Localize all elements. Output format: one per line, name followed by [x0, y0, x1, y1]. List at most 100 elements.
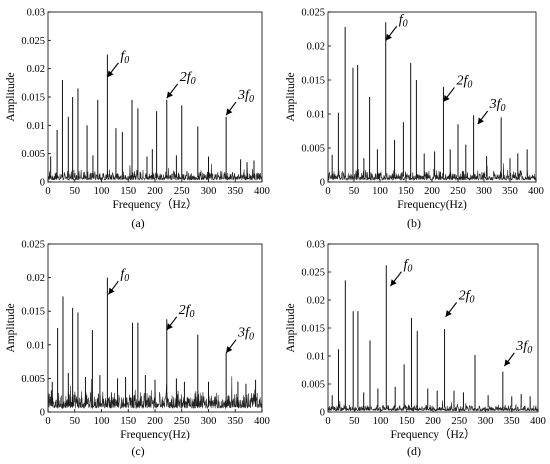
y-tick-label: 0	[40, 408, 45, 419]
annotation-label: 2f0	[180, 70, 196, 87]
x-tick-label: 250	[174, 416, 190, 427]
y-axis-label: Amplitude	[285, 72, 297, 121]
annotation-subscript: 0	[124, 55, 129, 66]
annotation-arrowhead	[477, 117, 484, 125]
annotation-subscript: 0	[190, 309, 195, 320]
annotation-arrowhead	[390, 279, 397, 286]
annotation-arrowhead	[226, 346, 233, 353]
plot-frame	[47, 11, 263, 183]
y-tick-label: 0.03	[27, 8, 45, 19]
panel-d: 0 50 100 150 200 250 300 350 40000.0050.010.0150…	[285, 240, 546, 459]
y-tick-label: 0.025	[21, 36, 45, 47]
annotation-subscript: 0	[124, 273, 129, 284]
x-tick-label: 0	[45, 416, 50, 427]
x-axis-label: Frequency（Hz）	[391, 428, 476, 441]
x-tick-label: 250	[451, 416, 467, 427]
annotation-base: f	[187, 70, 193, 85]
y-axis-label: Amplitude	[5, 72, 17, 121]
annotation-arrowhead	[385, 33, 392, 41]
annotation-base: f	[463, 73, 469, 88]
y-tick-label: 0.025	[301, 268, 325, 279]
annotation-subscript: 0	[191, 76, 196, 87]
annotation-label: 3f0	[489, 97, 506, 114]
panel-c: 0 50 100 150 200 250 300 350 40000.0050.010.0150…	[5, 240, 270, 459]
noise-trace	[48, 163, 262, 181]
y-tick-label: 0.01	[307, 352, 325, 363]
annotation-base: f	[245, 88, 251, 103]
x-tick-label: 250	[174, 186, 190, 197]
x-tick-label: 350	[504, 416, 520, 427]
annotation-prefix: 3	[237, 326, 245, 341]
x-tick-label: 100	[94, 416, 110, 427]
x-tick-label: 200	[147, 186, 163, 197]
y-axis-label: Amplitude	[5, 303, 17, 352]
x-tick-label: 0	[325, 186, 330, 197]
noise-trace	[328, 400, 538, 412]
annotation-label: 2f0	[179, 303, 195, 320]
x-tick-label: 350	[502, 186, 518, 197]
annotation-label: 3f0	[237, 88, 254, 105]
noise-trace	[328, 163, 536, 182]
x-axis-label: Frequency（Hz）	[113, 198, 198, 211]
annotation-subscript: 0	[501, 103, 506, 114]
x-axis-label: Frequency(Hz)	[397, 199, 467, 211]
panel-b: 0 50 100 150 200 250 300 350 40000.0050.010.0150…	[285, 8, 544, 231]
y-tick-label: 0	[320, 178, 325, 189]
x-tick-label: 350	[227, 186, 243, 197]
x-tick-label: 100	[373, 416, 389, 427]
annotation-arrowhead	[166, 323, 173, 331]
x-tick-label: 300	[476, 186, 492, 197]
annotation-arrowhead	[166, 91, 173, 99]
x-tick-label: 50	[349, 416, 360, 427]
annotation-arrowhead	[443, 95, 450, 102]
y-tick-label: 0.015	[21, 93, 45, 104]
plot-frame	[327, 11, 537, 183]
x-tick-label: 0	[45, 186, 50, 197]
annotation-label: 3f0	[515, 339, 532, 356]
panel-label: (b)	[407, 216, 421, 230]
y-tick-label: 0.015	[301, 324, 325, 335]
annotation-subscript: 0	[249, 94, 254, 105]
y-tick-label: 0.01	[27, 121, 45, 132]
x-axis-label: Frequency(Hz)	[120, 429, 190, 441]
annotation-prefix: 2	[459, 289, 466, 304]
x-tick-label: 200	[147, 416, 163, 427]
annotation-prefix: 2	[180, 70, 187, 85]
annotation-base: f	[403, 258, 409, 273]
x-tick-label: 400	[254, 186, 270, 197]
y-tick-label: 0.005	[301, 380, 325, 391]
annotation-label: f0	[403, 258, 412, 275]
x-tick-label: 100	[372, 186, 388, 197]
annotation-label: 3f0	[237, 326, 254, 343]
annotation-label: 2f0	[459, 289, 475, 306]
y-tick-label: 0	[320, 408, 325, 419]
x-tick-label: 400	[528, 186, 544, 197]
y-tick-label: 0.005	[301, 144, 325, 155]
y-tick-label: 0.02	[307, 296, 325, 307]
panel-a: 0 50 100 150 200 250 300 350 40000.0050.010.0150…	[5, 8, 270, 231]
annotation-base: f	[466, 289, 472, 304]
y-tick-label: 0.015	[301, 76, 325, 87]
annotation-subscript: 0	[403, 18, 408, 29]
annotation-base: f	[186, 303, 192, 318]
y-tick-label: 0	[40, 178, 45, 189]
annotation-arrowhead	[445, 310, 452, 317]
x-tick-label: 100	[94, 186, 110, 197]
x-tick-label: 400	[530, 416, 546, 427]
y-tick-label: 0.015	[21, 307, 45, 318]
annotation-base: f	[497, 97, 503, 112]
y-tick-label: 0.005	[21, 374, 45, 385]
y-tick-label: 0.025	[301, 8, 325, 19]
x-tick-label: 50	[349, 186, 360, 197]
annotation-label: f0	[399, 12, 408, 29]
y-tick-label: 0.02	[27, 64, 45, 75]
x-tick-label: 0	[325, 416, 330, 427]
panel-label: (a)	[131, 216, 144, 230]
x-tick-label: 50	[70, 416, 81, 427]
annotation-base: f	[120, 49, 126, 64]
y-tick-label: 0.01	[27, 340, 45, 351]
x-tick-label: 350	[227, 416, 243, 427]
annotation-base: f	[399, 12, 405, 27]
y-tick-label: 0.02	[27, 273, 45, 284]
